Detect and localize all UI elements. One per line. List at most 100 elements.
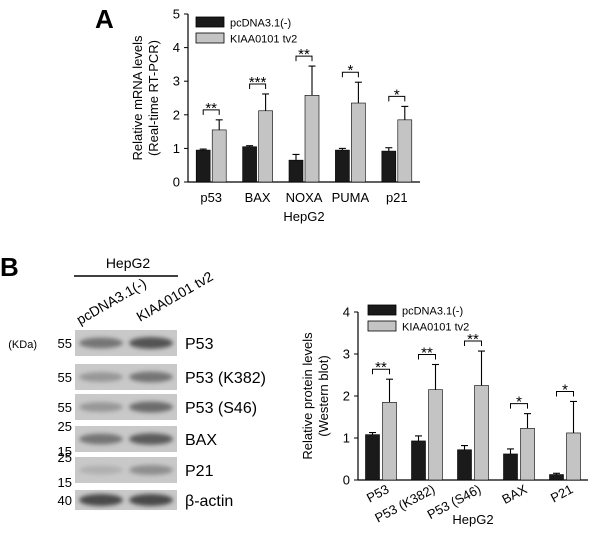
blot-band (129, 465, 173, 475)
bar-control (381, 150, 397, 183)
y-tick-label: 3 (343, 347, 350, 362)
x-tick-label: BAX (499, 481, 529, 507)
blot-band (79, 465, 123, 475)
significance-bracket (388, 95, 406, 102)
y-tick-label: 3 (173, 74, 180, 89)
panel-label-a: A (95, 4, 114, 34)
bar-treatment (428, 389, 443, 481)
bar-treatment (382, 401, 397, 481)
significance-marker: ** (298, 46, 310, 63)
blot-protein-label: β-actin (185, 493, 233, 510)
blot-marker: 55 (58, 336, 72, 351)
blot-marker: 15 (58, 444, 72, 459)
blot-band (79, 372, 123, 382)
significance-bracket (556, 390, 574, 397)
y-tick-label: 1 (173, 141, 180, 156)
legend-label: pcDNA3.1(-) (402, 306, 463, 318)
blot-cell-line: HepG2 (106, 255, 151, 271)
significance-marker: ** (467, 331, 479, 348)
blot-kda-unit: (KDa) (8, 339, 37, 351)
y-tick-label: 4 (343, 305, 350, 320)
blot-protein-label: BAX (185, 432, 217, 449)
bar-control (365, 434, 380, 481)
bar-control (335, 149, 350, 183)
y-tick-label: 4 (173, 40, 180, 55)
bar-control (195, 149, 211, 183)
blot-marker: 25 (58, 419, 72, 434)
significance-bracket (510, 403, 528, 409)
significance-marker: * (516, 394, 522, 411)
bar-treatment (351, 102, 366, 183)
y-tick-label: 1 (343, 431, 350, 446)
x-axis-label: HepG2 (452, 512, 493, 527)
bar-treatment (211, 129, 227, 183)
legend-label: KIAA0101 tv2 (230, 34, 297, 46)
blot-band (79, 402, 123, 412)
bar-treatment (304, 95, 320, 183)
x-tick-label: p21 (386, 190, 408, 205)
significance-marker: * (562, 381, 568, 398)
significance-marker: *** (249, 74, 267, 91)
legend-swatch (367, 304, 397, 316)
blot-band (129, 371, 173, 383)
blot-protein-label: P53 (K382) (185, 370, 266, 387)
legend-label: KIAA0101 tv2 (402, 322, 469, 334)
bar-control (242, 146, 257, 183)
y-tick-label: 5 (173, 7, 180, 22)
y-tick-label: 2 (173, 107, 180, 122)
blot-marker: 15 (58, 475, 72, 490)
blot-marker: 55 (58, 400, 72, 415)
significance-bracket (418, 354, 436, 360)
legend-swatch (195, 32, 225, 44)
significance-bracket (202, 109, 220, 115)
legend-label: pcDNA3.1(-) (230, 18, 291, 30)
bar-treatment (258, 110, 273, 183)
significance-marker: ** (375, 359, 387, 376)
protein-bar-chart: 0 1 2 3 4 Relative protein levels (Western blo… (300, 304, 588, 527)
y-axis-label-sub: (Western blot) (316, 355, 331, 436)
blot-marker: 40 (58, 493, 72, 508)
significance-marker: ** (205, 100, 217, 117)
y-axis-label-sub: (Real-time RT-PCR) (146, 40, 161, 156)
y-tick-label: 2 (343, 389, 350, 404)
x-tick-label: p53 (200, 190, 222, 205)
y-axis-label: Relative mRNA levels (130, 35, 145, 160)
blot-band (129, 337, 173, 349)
bar-control (411, 440, 426, 481)
western-blot-panel: HepG2 pcDNA3.1(-) KIAA0101 tv2 P5355P53 … (8, 255, 266, 510)
blot-band (79, 494, 123, 506)
x-axis-label: HepG2 (283, 209, 324, 224)
x-tick-label: BAX (245, 190, 271, 205)
y-tick-label: 0 (173, 175, 180, 190)
blot-protein-label: P21 (185, 463, 214, 480)
y-tick-label: 0 (343, 473, 350, 488)
x-tick-label: PUMA (332, 190, 370, 205)
significance-marker: ** (421, 345, 433, 362)
blot-band (79, 337, 123, 349)
blot-band (129, 494, 173, 506)
blot-band (129, 401, 173, 413)
bar-control (288, 159, 304, 183)
bar-control (457, 449, 472, 481)
significance-bracket (464, 340, 482, 347)
blot-protein-label: P53 (S46) (185, 400, 257, 417)
blot-marker: 55 (58, 370, 72, 385)
bar-treatment (474, 385, 489, 481)
significance-marker: * (394, 86, 400, 103)
x-tick-label: P21 (548, 481, 575, 505)
bar-treatment (520, 428, 535, 481)
blot-protein-label: P53 (185, 336, 214, 353)
bar-control (549, 474, 564, 481)
mrna-bar-chart: 0 1 2 3 4 5 Relative mRNA levels (Real-time RT-… (130, 7, 420, 224)
significance-marker: * (347, 62, 353, 79)
blot-marker: 25 (58, 450, 72, 465)
significance-bracket (295, 55, 313, 62)
significance-bracket (372, 368, 390, 375)
legend-swatch (195, 16, 225, 28)
significance-bracket (341, 71, 359, 78)
x-tick-label: P53 (364, 481, 391, 505)
blot-band (129, 433, 173, 445)
significance-bracket (249, 83, 267, 89)
